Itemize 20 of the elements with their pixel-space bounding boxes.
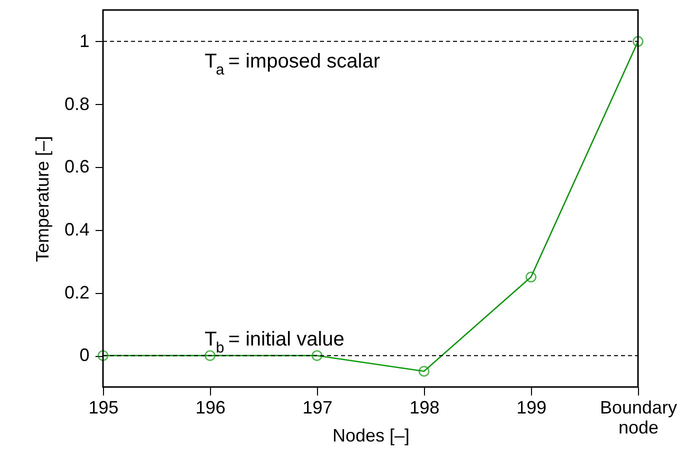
point bbox=[204, 350, 216, 361]
point bbox=[526, 272, 536, 282]
y-tick-label: 0.8 bbox=[64, 94, 90, 114]
x-tick-label: 198 bbox=[409, 398, 440, 418]
y-tick-label: 0.4 bbox=[64, 219, 90, 240]
x-tick-label: 197 bbox=[302, 398, 333, 418]
y-tick-label: 0.6 bbox=[64, 156, 90, 177]
x-tick-label: Boundary node bbox=[600, 398, 678, 438]
y-tick-label: 0 bbox=[79, 345, 90, 366]
point bbox=[98, 350, 108, 361]
y-tick-label: 1 bbox=[79, 30, 90, 51]
y-axis-title: Temperature [–] bbox=[32, 136, 52, 262]
point bbox=[312, 350, 322, 361]
y-tick-label: 0.2 bbox=[64, 282, 90, 302]
x-tick-label: 195 bbox=[88, 398, 119, 418]
point bbox=[418, 366, 430, 377]
point bbox=[632, 36, 644, 47]
x-axis-title: Nodes [–] bbox=[332, 426, 410, 446]
x-tick-label: 199 bbox=[516, 398, 547, 418]
x-tick-label: 196 bbox=[195, 398, 226, 418]
